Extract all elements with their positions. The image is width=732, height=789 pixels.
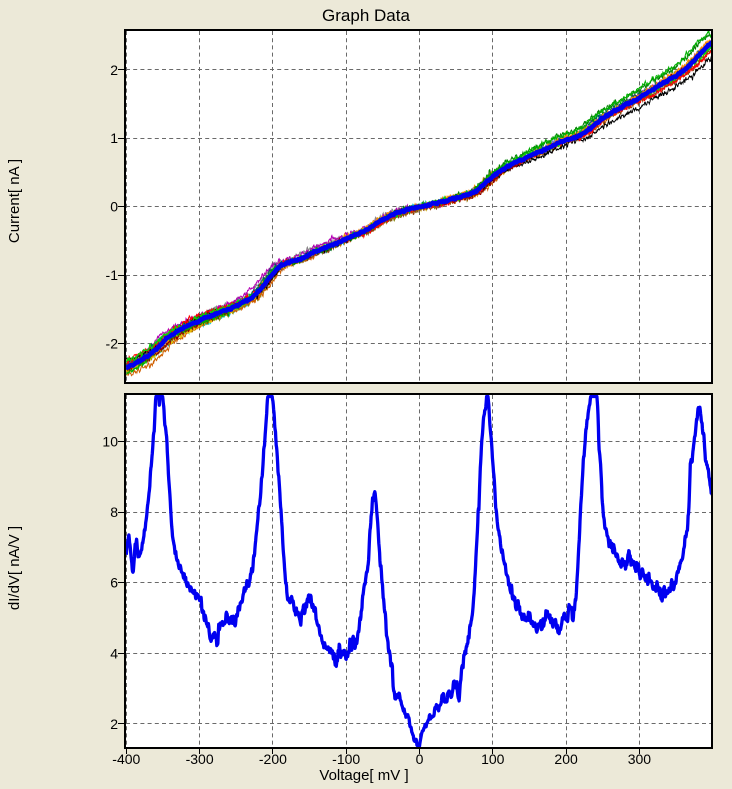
svg-text:dI/dV[ nA/V ]: dI/dV[ nA/V ] [6, 526, 23, 610]
svg-text:10: 10 [102, 434, 118, 450]
svg-text:6: 6 [110, 575, 118, 591]
svg-text:200: 200 [554, 751, 578, 767]
svg-text:-200: -200 [259, 751, 287, 767]
svg-text:4: 4 [110, 645, 118, 661]
svg-text:Current[ nA ]: Current[ nA ] [6, 159, 23, 243]
svg-text:8: 8 [110, 504, 118, 520]
svg-text:-1: -1 [106, 267, 119, 283]
svg-text:300: 300 [628, 751, 652, 767]
svg-text:Graph Data: Graph Data [322, 6, 410, 25]
svg-text:-300: -300 [186, 751, 214, 767]
svg-text:2: 2 [110, 716, 118, 732]
svg-text:0: 0 [110, 199, 118, 215]
svg-text:2: 2 [110, 62, 118, 78]
svg-text:100: 100 [481, 751, 505, 767]
svg-text:1: 1 [110, 130, 118, 146]
svg-text:-400: -400 [112, 751, 140, 767]
svg-text:Voltage[ mV ]: Voltage[ mV ] [319, 767, 408, 784]
svg-text:0: 0 [416, 751, 424, 767]
svg-text:-100: -100 [332, 751, 360, 767]
svg-text:-2: -2 [106, 335, 119, 351]
